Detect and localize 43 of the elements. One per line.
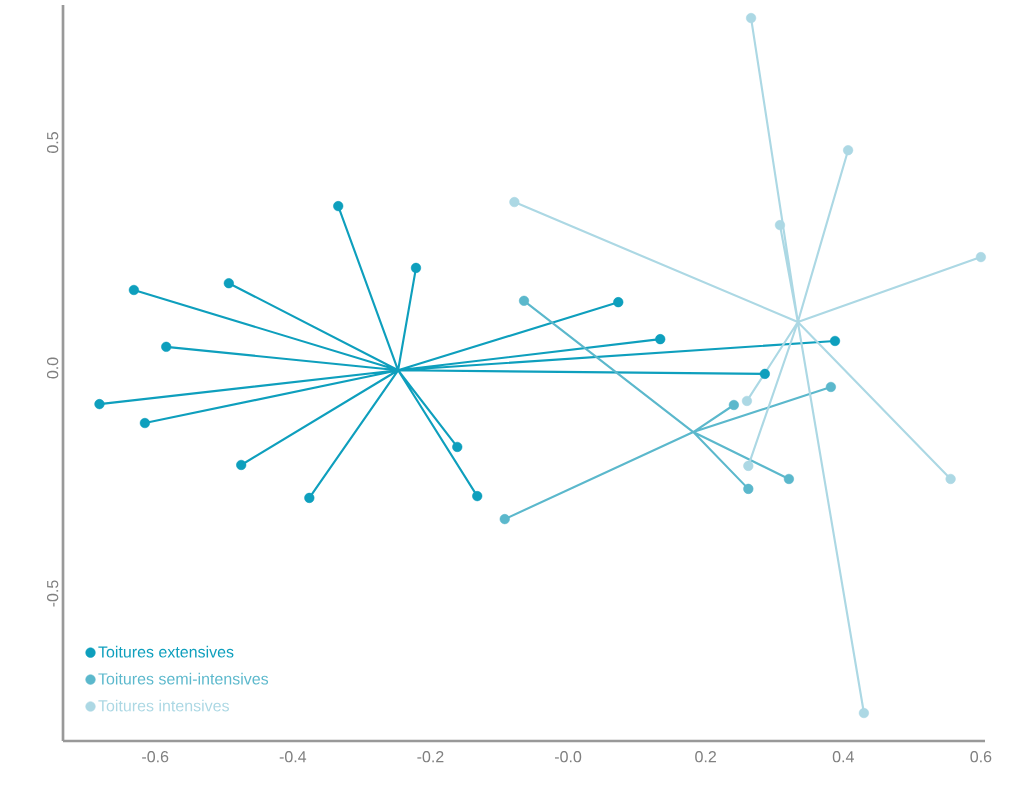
point — [472, 491, 483, 502]
point — [774, 219, 786, 231]
point — [452, 441, 463, 453]
point — [304, 492, 315, 503]
legend-label: Toitures intensives — [98, 699, 229, 712]
point — [410, 262, 422, 273]
point — [128, 284, 139, 296]
y-tick-label: 0.5 — [46, 132, 59, 154]
x-tick-label: -0.2 — [417, 751, 444, 763]
point — [223, 278, 234, 289]
point — [94, 399, 105, 410]
point — [829, 335, 841, 347]
point — [236, 459, 247, 471]
point — [759, 368, 770, 379]
point — [743, 483, 754, 494]
point — [843, 145, 854, 156]
point — [743, 460, 754, 471]
point — [139, 417, 150, 429]
point — [783, 473, 794, 485]
legend-label: Toitures extensives — [98, 645, 234, 658]
x-tick-label: -0.0 — [554, 751, 582, 763]
point — [613, 297, 624, 308]
point — [975, 252, 986, 263]
x-tick-label: 0.4 — [832, 751, 854, 763]
point — [825, 381, 836, 393]
legend-label: Toitures semi-intensives — [98, 672, 269, 685]
x-tick-label: 0.6 — [970, 751, 992, 763]
y-tick-label: 0.0 — [46, 357, 59, 379]
point — [333, 201, 344, 212]
y-tick-label: -0.5 — [46, 580, 59, 607]
x-tick-label: -0.6 — [142, 751, 169, 763]
point — [655, 334, 666, 345]
point — [728, 399, 739, 411]
point — [499, 514, 510, 525]
point — [518, 295, 530, 306]
point — [858, 707, 869, 719]
point — [945, 473, 956, 485]
point — [746, 12, 757, 24]
x-tick-label: 0.2 — [695, 751, 716, 763]
point — [161, 341, 172, 352]
point — [741, 395, 753, 407]
point — [509, 196, 520, 208]
x-tick-label: -0.4 — [279, 751, 307, 763]
